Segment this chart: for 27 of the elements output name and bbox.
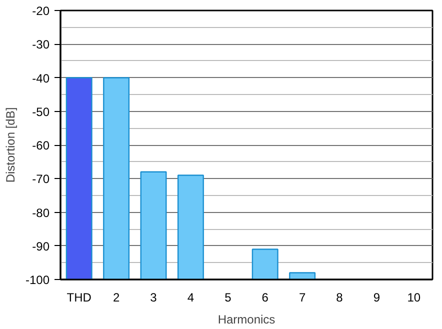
x-tick-label: 7: [298, 290, 306, 304]
bar: [252, 248, 278, 280]
bar: [103, 77, 130, 280]
bar: [140, 171, 167, 280]
x-tick-label: 9: [373, 290, 380, 304]
y-axis-title: Distortion [dB]: [3, 107, 18, 183]
bar: [289, 272, 316, 280]
y-tick-label: -80: [32, 206, 50, 220]
x-tick-label: 4: [187, 290, 194, 304]
y-tick-label: -60: [32, 138, 50, 152]
x-tick-label: THD: [66, 290, 92, 304]
y-tick-label: -40: [32, 71, 50, 86]
y-tick-label: -100: [25, 273, 50, 287]
x-axis-title: Harmonics: [218, 312, 276, 326]
y-tick-label: -20: [32, 4, 50, 18]
y-tick-label: -50: [32, 104, 50, 119]
x-tick-label: 5: [224, 290, 232, 304]
x-tick-label: 8: [336, 290, 344, 304]
bar: [177, 174, 204, 280]
y-tick-label: -30: [32, 38, 50, 52]
bar: [66, 77, 92, 280]
x-tick-label: 2: [112, 290, 120, 304]
x-tick-label: 10: [407, 290, 421, 304]
y-tick-label: -90: [32, 239, 50, 254]
x-tick-label: 6: [262, 290, 269, 304]
y-tick-label: -70: [32, 172, 50, 186]
x-tick-label: 3: [150, 290, 158, 304]
